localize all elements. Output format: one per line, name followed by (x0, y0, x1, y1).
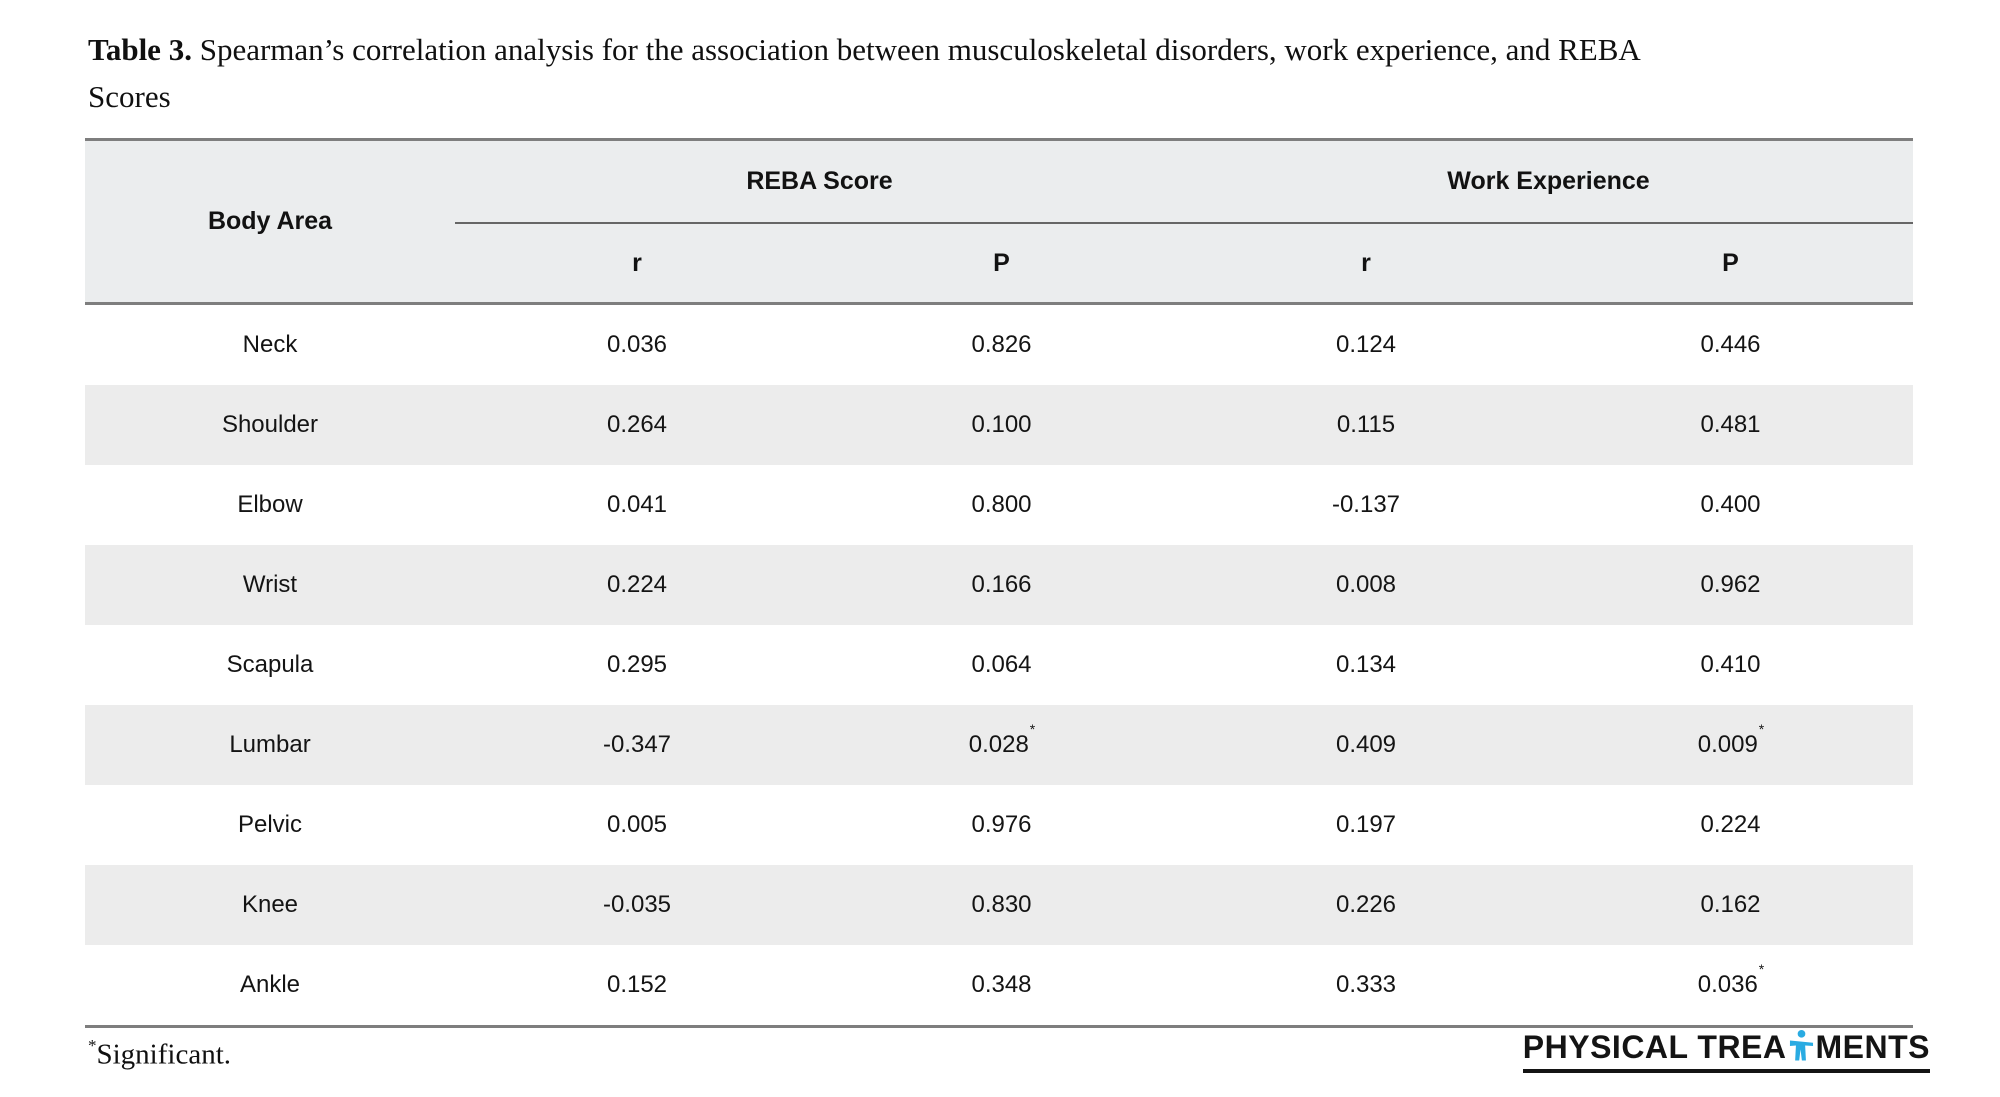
reba-r-cell: 0.295 (606, 651, 668, 678)
table-row: Ankle 0.152 0.348 0.333 0.036* (85, 945, 1913, 1027)
table-caption: Table 3. Spearman’s correlation analysis… (88, 26, 1958, 120)
we-p-cell: 0.446 (1700, 331, 1761, 358)
body-area-cell: Shoulder (221, 411, 319, 438)
reba-p-header: P (819, 223, 1184, 305)
correlation-table: Body Area REBA Score Work Experience r P… (85, 138, 1913, 1028)
table-row: Elbow 0.041 0.800 -0.137 0.400 (85, 465, 1913, 545)
we-r-cell: 0.226 (1335, 891, 1397, 918)
we-p-cell: 0.162 (1700, 891, 1761, 918)
we-p-cell: 0.962 (1700, 571, 1761, 598)
body-area-cell: Knee (241, 891, 299, 918)
footnote: *Significant. (88, 1036, 232, 1072)
footnote-text: Significant. (96, 1038, 232, 1071)
logo-text-right: MENTS (1815, 1029, 1930, 1065)
table-number-label: Table 3. (88, 32, 192, 67)
we-r-cell: 0.008 (1335, 571, 1397, 598)
reba-score-group-header: REBA Score (455, 139, 1184, 224)
reba-p-cell: 0.826 (971, 331, 1032, 358)
body-area-header: Body Area (85, 139, 455, 305)
reba-p-cell: 0.800 (971, 491, 1032, 518)
table-row: Scapula 0.295 0.064 0.134 0.410 (85, 625, 1913, 705)
we-p-cell: 0.036* (1697, 961, 1765, 998)
caption-text: Spearman’s correlation analysis for the … (199, 32, 1641, 67)
caption-line-2: Scores (88, 79, 171, 114)
reba-r-cell: 0.264 (606, 411, 668, 438)
reba-r-cell: 0.224 (606, 571, 668, 598)
reba-r-header: r (455, 223, 819, 305)
reba-r-cell: 0.152 (606, 971, 668, 998)
body-area-cell: Elbow (237, 491, 303, 518)
table-body: Neck 0.036 0.826 0.124 0.446 Shoulder 0.… (85, 304, 1913, 1027)
we-r-cell: 0.134 (1335, 651, 1397, 678)
reba-p-cell: 0.348 (971, 971, 1032, 998)
work-experience-group-header: Work Experience (1184, 139, 1913, 224)
we-p-cell: 0.481 (1700, 411, 1761, 438)
table-row: Shoulder 0.264 0.100 0.115 0.481 (85, 385, 1913, 465)
we-r-cell: 0.333 (1335, 971, 1397, 998)
reba-p-cell: 0.028* (968, 721, 1036, 758)
reba-p-cell: 0.064 (971, 651, 1032, 678)
table-row: Lumbar -0.347 0.028* 0.409 0.009* (85, 705, 1913, 785)
we-p-header: P (1548, 223, 1913, 305)
footnote-asterisk: * (88, 1036, 97, 1055)
we-r-cell: 0.124 (1335, 331, 1397, 358)
reba-r-cell: -0.035 (602, 891, 672, 918)
we-r-header: r (1184, 223, 1548, 305)
caption-line-1: Table 3. Spearman’s correlation analysis… (88, 26, 1958, 73)
reba-p-cell: 0.100 (971, 411, 1032, 438)
we-p-cell: 0.224 (1700, 811, 1761, 838)
we-r-cell: -0.137 (1331, 491, 1401, 518)
body-area-cell: Scapula (226, 651, 314, 678)
body-area-cell: Ankle (239, 971, 301, 998)
table-row: Neck 0.036 0.826 0.124 0.446 (85, 304, 1913, 386)
journal-logo: PHYSICAL TREA MENTS (1522, 1026, 1930, 1073)
body-area-cell: Neck (242, 331, 298, 358)
body-area-cell: Lumbar (229, 731, 311, 758)
table-header: Body Area REBA Score Work Experience r P… (85, 139, 1913, 305)
reba-r-cell: -0.347 (602, 731, 672, 758)
we-p-cell: 0.400 (1700, 491, 1761, 518)
we-p-cell: 0.410 (1700, 651, 1761, 678)
we-r-cell: 0.115 (1336, 411, 1396, 438)
significance-asterisk: * (1758, 721, 1765, 737)
human-figure-icon (1789, 1029, 1813, 1061)
reba-p-cell: 0.830 (971, 891, 1032, 918)
reba-r-cell: 0.005 (606, 811, 668, 838)
table-row: Knee -0.035 0.830 0.226 0.162 (85, 865, 1913, 945)
table-row: Wrist 0.224 0.166 0.008 0.962 (85, 545, 1913, 625)
reba-p-cell: 0.976 (971, 811, 1032, 838)
we-r-cell: 0.409 (1335, 731, 1397, 758)
reba-r-cell: 0.041 (606, 491, 668, 518)
reba-p-cell: 0.166 (971, 571, 1032, 598)
table-row: Pelvic 0.005 0.976 0.197 0.224 (85, 785, 1913, 865)
body-area-cell: Wrist (242, 571, 298, 598)
reba-r-cell: 0.036 (606, 331, 668, 358)
logo-text-left: PHYSICAL TREA (1522, 1029, 1787, 1065)
significance-asterisk: * (1029, 721, 1036, 737)
body-area-cell: Pelvic (237, 811, 303, 838)
correlation-table-wrapper: Body Area REBA Score Work Experience r P… (85, 138, 1913, 1028)
significance-asterisk: * (1758, 961, 1765, 977)
we-r-cell: 0.197 (1335, 811, 1397, 838)
we-p-cell: 0.009* (1697, 721, 1765, 758)
